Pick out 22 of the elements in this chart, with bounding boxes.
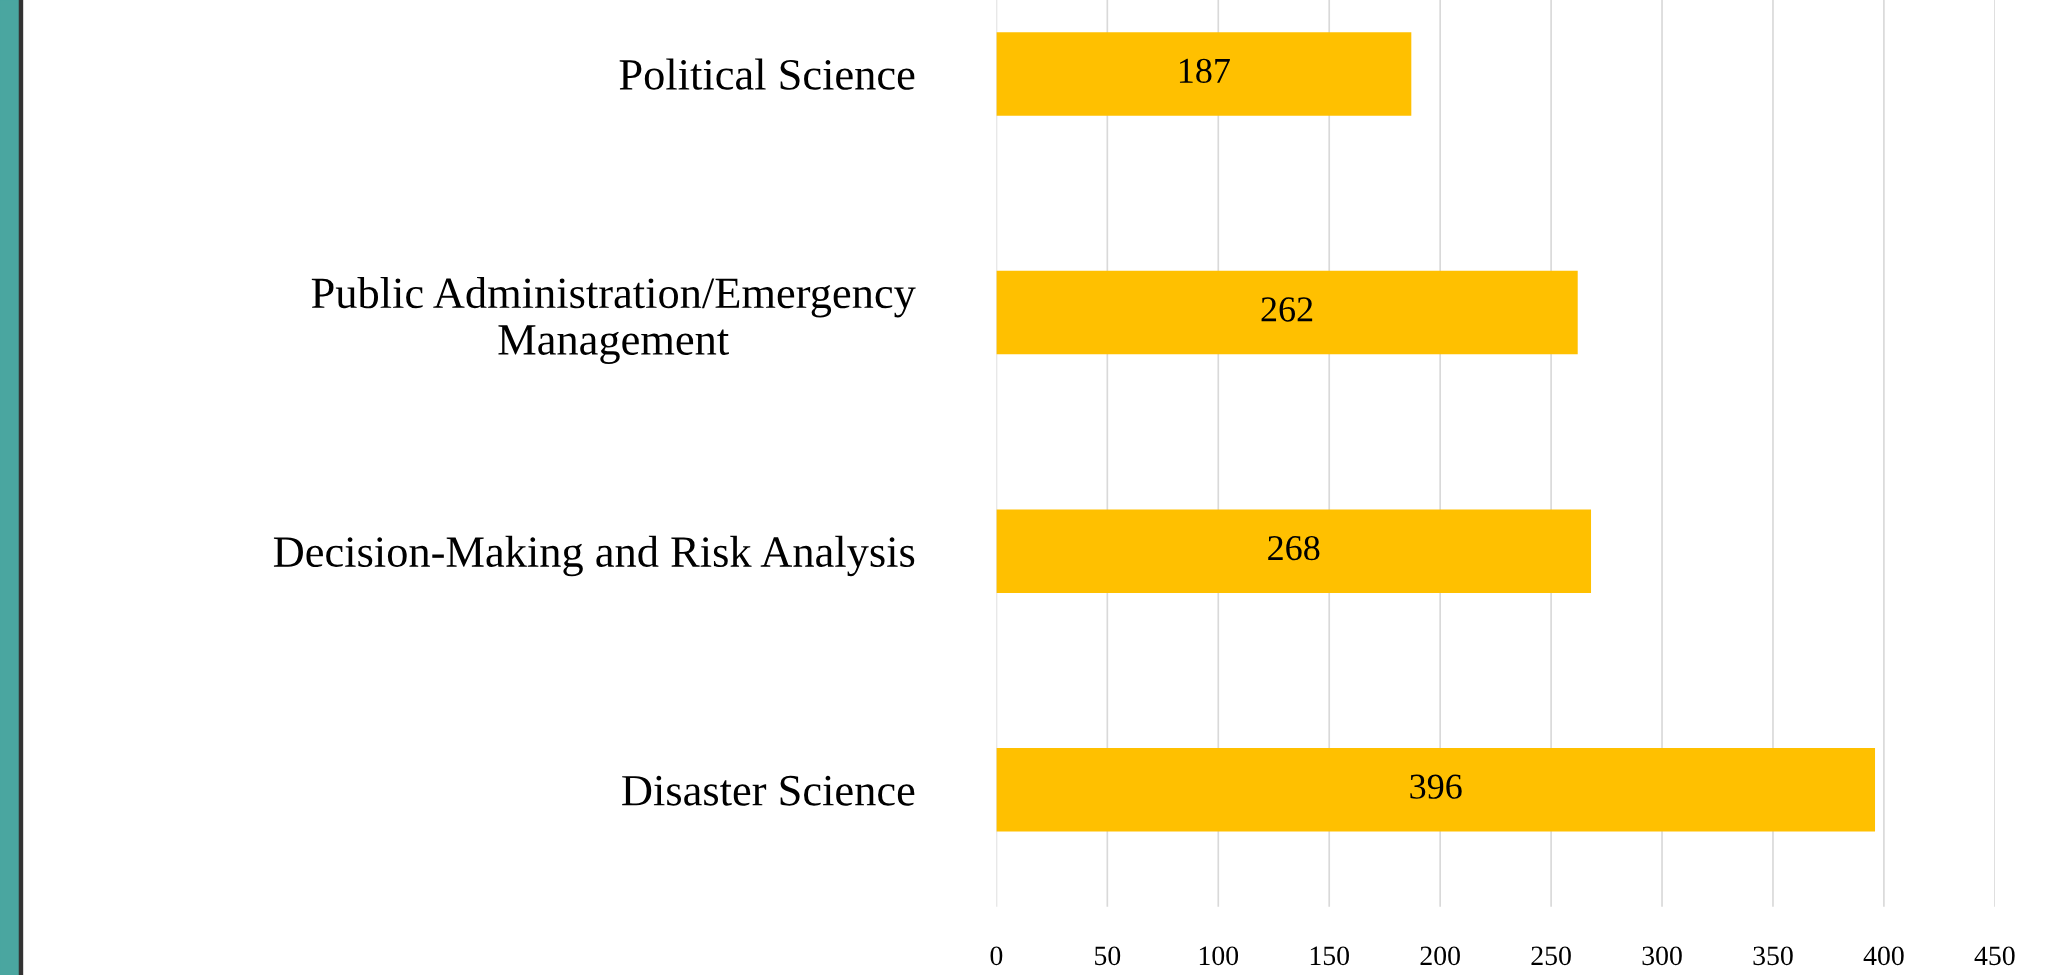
x-tick-label: 300 <box>1642 946 1682 966</box>
x-tick-label: 400 <box>1863 946 1904 966</box>
bar <box>996 748 1876 832</box>
x-tick-label: 0 <box>990 946 1003 966</box>
x-tick-label: 250 <box>1531 946 1571 966</box>
data-label: 262 <box>1261 297 1313 322</box>
data-label: 268 <box>1268 535 1320 561</box>
x-tick-label: 200 <box>1420 946 1460 966</box>
y-tick-label: Public Administration/Emergency Management <box>311 277 916 365</box>
x-tick-label: 50 <box>1095 946 1121 966</box>
bar <box>996 270 1578 355</box>
x-tick-label: 350 <box>1753 946 1793 966</box>
x-tick-label: 100 <box>1199 946 1239 966</box>
y-tick-label: Disaster Science <box>622 775 915 806</box>
data-label: 187 <box>1179 58 1230 84</box>
y-tick-label: Political Science <box>619 58 915 90</box>
bar <box>996 509 1592 593</box>
data-label: 396 <box>1410 774 1462 799</box>
x-tick-label: 450 <box>1974 946 2015 966</box>
bar <box>996 32 1412 116</box>
x-tick-label: 150 <box>1310 946 1349 966</box>
y-tick-label: Decision-Making and Risk Analysis <box>273 535 915 577</box>
